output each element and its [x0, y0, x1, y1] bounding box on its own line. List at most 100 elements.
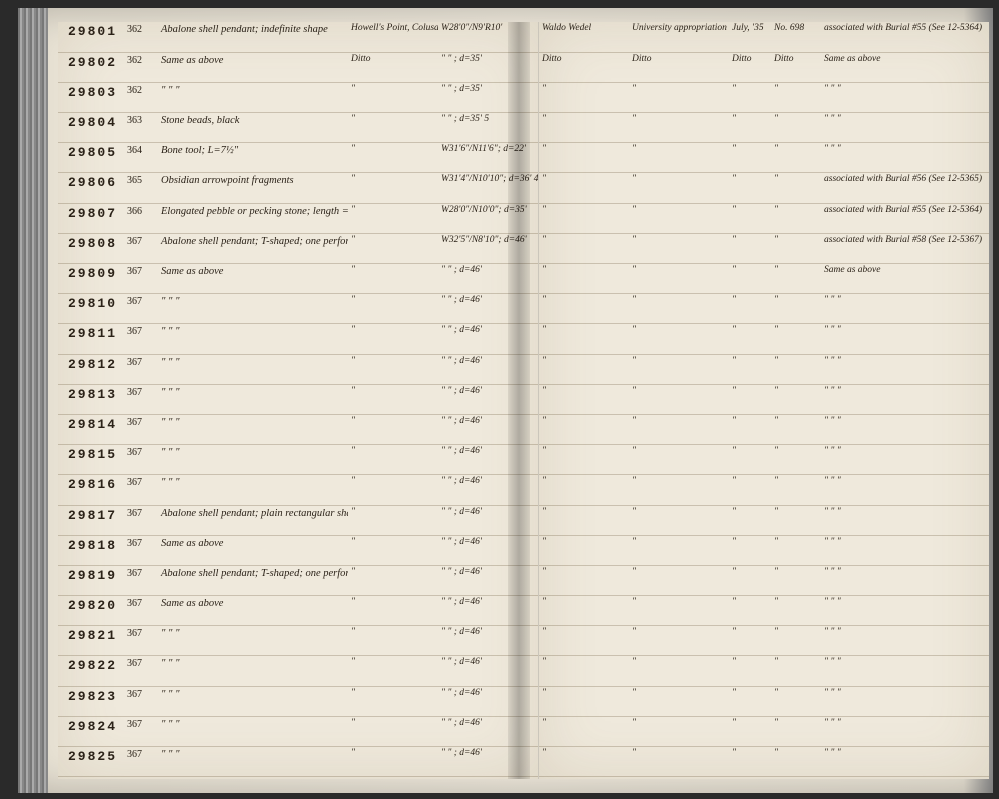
object-description: " " " — [158, 716, 348, 746]
ledger-row: 29816367" " """ " ; d=46' — [58, 475, 538, 505]
remarks: " " " — [821, 445, 989, 475]
locality: " — [348, 656, 438, 686]
catalog-number: 29819 — [58, 565, 124, 595]
catalog-number: 29821 — [58, 626, 124, 656]
remarks: " " " — [821, 626, 989, 656]
collector: " — [539, 747, 629, 777]
date: " — [729, 173, 771, 203]
site-number: 367 — [124, 414, 158, 444]
coordinates-depth: " " ; d=46' — [438, 354, 538, 384]
collector: " — [539, 505, 629, 535]
ledger-row: 29804363Stone beads, black"" " ; d=35' 5 — [58, 113, 538, 143]
site-number: 367 — [124, 565, 158, 595]
fund-source: University appropriation — [629, 22, 729, 52]
accession-number: " — [771, 173, 821, 203]
object-description: Abalone shell pendant; plain rectangular… — [158, 505, 348, 535]
catalog-number: 29812 — [58, 354, 124, 384]
locality: Howell's Point, Colusa Co.; d=35' — [348, 22, 438, 52]
ledger-row: 29802362Same as aboveDitto" " ; d=35' — [58, 52, 538, 82]
remarks: " " " — [821, 82, 989, 112]
accession-number: " — [771, 686, 821, 716]
date: " — [729, 324, 771, 354]
remarks: " " " — [821, 716, 989, 746]
accession-number: " — [771, 445, 821, 475]
accession-number: " — [771, 354, 821, 384]
remarks: " " " — [821, 565, 989, 595]
object-description: " " " — [158, 324, 348, 354]
object-description: Same as above — [158, 264, 348, 294]
locality: Ditto — [348, 52, 438, 82]
locality: " — [348, 716, 438, 746]
date: " — [729, 747, 771, 777]
ledger-row: Waldo WedelUniversity appropriationJuly,… — [539, 22, 989, 52]
coordinates-depth: " " ; d=46' — [438, 264, 538, 294]
accession-number: " — [771, 475, 821, 505]
object-description: " " " — [158, 354, 348, 384]
locality: " — [348, 445, 438, 475]
collector: " — [539, 475, 629, 505]
ledger-row: """"" " " — [539, 82, 989, 112]
ledger-row: """"" " " — [539, 324, 989, 354]
accession-number: " — [771, 264, 821, 294]
remarks: " " " — [821, 505, 989, 535]
remarks: " " " — [821, 747, 989, 777]
remarks: " " " — [821, 475, 989, 505]
locality: " — [348, 475, 438, 505]
object-description: Same as above — [158, 535, 348, 565]
accession-number: " — [771, 656, 821, 686]
coordinates-depth: " " ; d=46' — [438, 384, 538, 414]
collector: " — [539, 143, 629, 173]
fund-source: " — [629, 82, 729, 112]
remarks: " " " — [821, 384, 989, 414]
locality: " — [348, 203, 438, 233]
object-description: Same as above — [158, 596, 348, 626]
collector: " — [539, 565, 629, 595]
object-description: " " " — [158, 475, 348, 505]
fund-source: " — [629, 596, 729, 626]
object-description: " " " — [158, 294, 348, 324]
catalog-number: 29823 — [58, 686, 124, 716]
catalog-number: 29818 — [58, 535, 124, 565]
ledger-row: 29815367" " """ " ; d=46' — [58, 445, 538, 475]
ledger-row: """"" " " — [539, 716, 989, 746]
catalog-number: 29814 — [58, 414, 124, 444]
ledger-row: """"associated with Burial #58 (See 12-5… — [539, 233, 989, 263]
catalog-number: 29807 — [58, 203, 124, 233]
collector: " — [539, 656, 629, 686]
coordinates-depth: " " ; d=35' 5 — [438, 113, 538, 143]
catalog-number: 29824 — [58, 716, 124, 746]
fund-source: " — [629, 113, 729, 143]
catalog-number: 29809 — [58, 264, 124, 294]
coordinates-depth: " " ; d=35' — [438, 82, 538, 112]
locality: " — [348, 626, 438, 656]
fund-source: " — [629, 354, 729, 384]
remarks: " " " — [821, 535, 989, 565]
ledger-row: """"associated with Burial #56 (See 12-5… — [539, 173, 989, 203]
remarks: " " " — [821, 113, 989, 143]
collector: " — [539, 414, 629, 444]
accession-number: " — [771, 82, 821, 112]
ledger-row: """"" " " — [539, 535, 989, 565]
collector: " — [539, 686, 629, 716]
remarks: " " " — [821, 686, 989, 716]
accession-number: " — [771, 414, 821, 444]
fund-source: " — [629, 716, 729, 746]
ledger-row: 29822367" " """ " ; d=46' — [58, 656, 538, 686]
site-number: 367 — [124, 535, 158, 565]
object-description: Elongated pebble or pecking stone; lengt… — [158, 203, 348, 233]
locality: " — [348, 596, 438, 626]
date: " — [729, 475, 771, 505]
ledger-row: """"" " " — [539, 656, 989, 686]
remarks: associated with Burial #58 (See 12-5367) — [821, 233, 989, 263]
locality: " — [348, 233, 438, 263]
coordinates-depth: W31'6"/N11'6"; d=22' — [438, 143, 538, 173]
ledger-book: 29801362Abalone shell pendant; indefinit… — [18, 8, 993, 793]
date: " — [729, 445, 771, 475]
ledger-row: """"" " " — [539, 747, 989, 777]
object-description: " " " — [158, 626, 348, 656]
site-number: 367 — [124, 716, 158, 746]
object-description: " " " — [158, 747, 348, 777]
site-number: 362 — [124, 22, 158, 52]
catalog-number: 29806 — [58, 173, 124, 203]
object-description: " " " — [158, 384, 348, 414]
